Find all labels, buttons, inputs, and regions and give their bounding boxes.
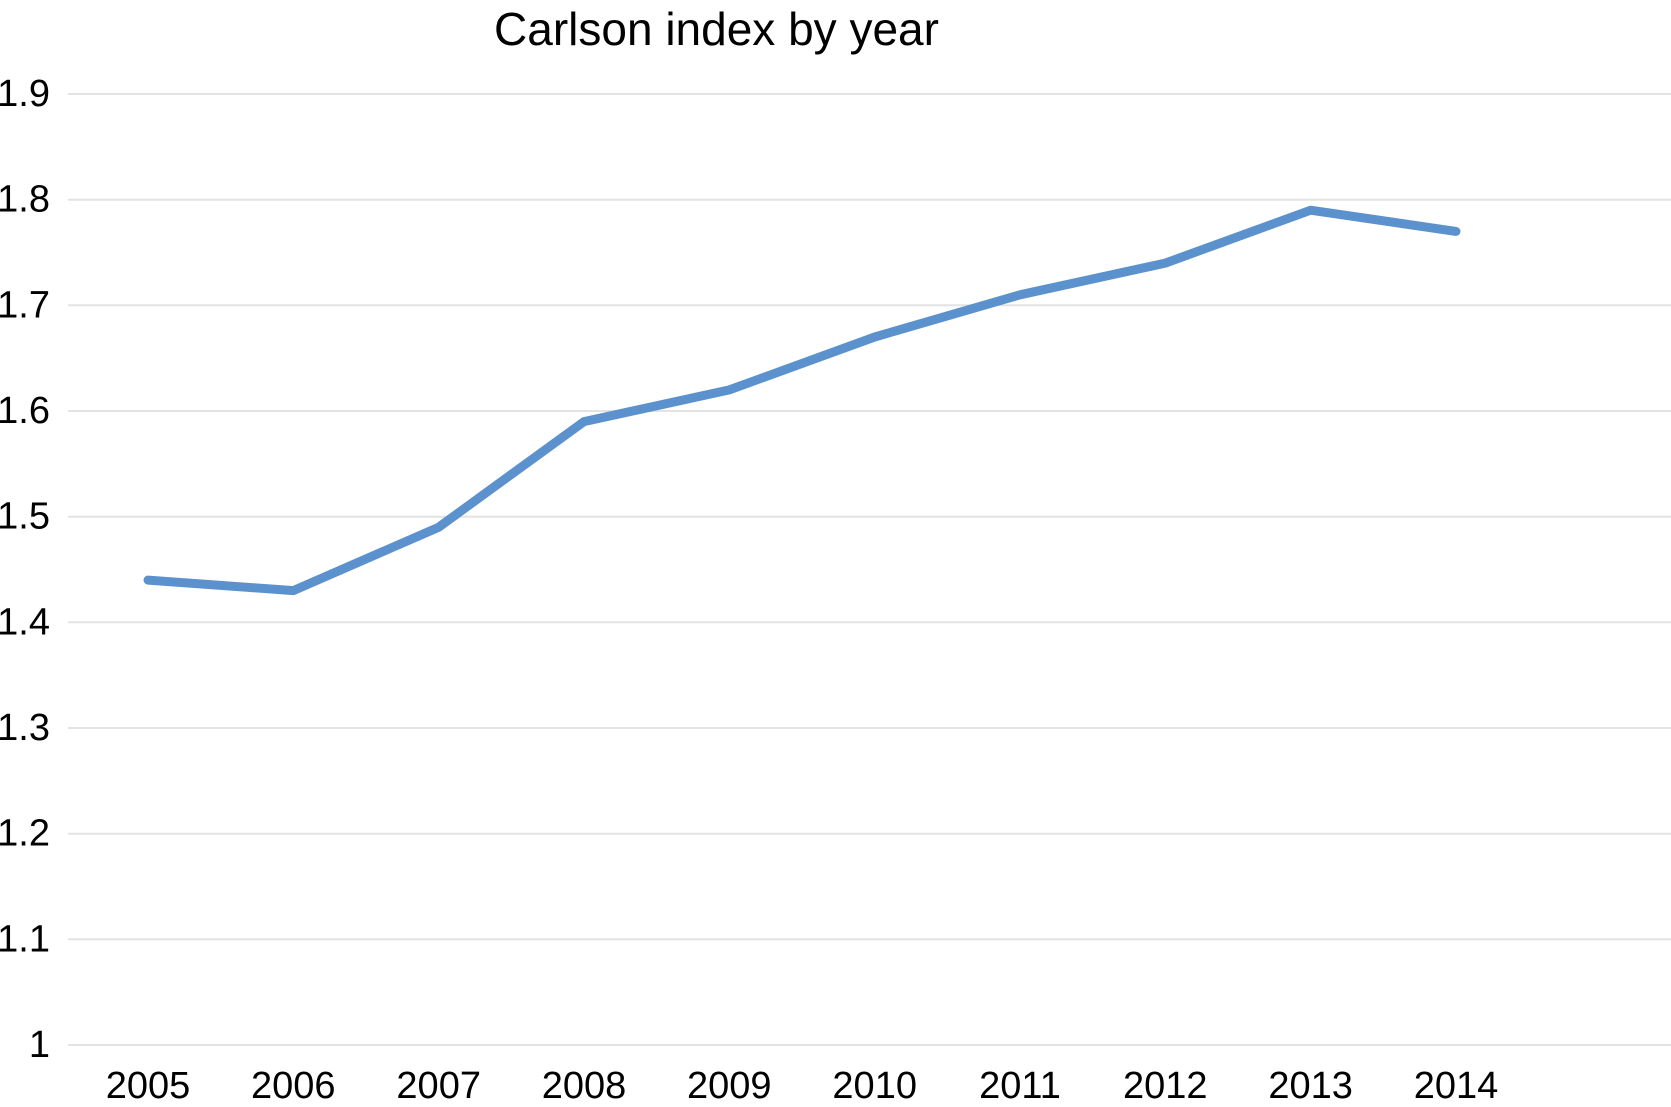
y-tick-label: 1.4: [0, 601, 50, 643]
y-tick-label: 1: [29, 1024, 50, 1066]
x-tick-label: 2011: [979, 1065, 1061, 1107]
x-tick-label: 2008: [542, 1065, 627, 1107]
x-tick-label: 2009: [687, 1065, 772, 1107]
chart-title: Carlson index by year: [494, 3, 939, 55]
series-line: [143, 205, 1461, 596]
x-tick-label: 2007: [396, 1065, 481, 1107]
y-tick-label: 1.7: [0, 284, 50, 326]
y-tick-label: 1.9: [0, 73, 50, 115]
y-tick-label: 1.8: [0, 179, 50, 221]
x-tick-label: 2014: [1414, 1065, 1499, 1107]
y-tick-label: 1.1: [0, 918, 50, 960]
x-tick-label: 2005: [106, 1065, 191, 1107]
x-tick-label: 2006: [251, 1065, 336, 1107]
x-tick-label: 2013: [1268, 1065, 1353, 1107]
x-tick-label: 2012: [1123, 1065, 1208, 1107]
y-tick-label: 1.6: [0, 390, 50, 432]
y-tick-label: 1.5: [0, 496, 50, 538]
y-tick-label: 1.3: [0, 707, 50, 749]
x-tick-label: 2010: [832, 1065, 917, 1107]
y-tick-label: 1.2: [0, 813, 50, 855]
